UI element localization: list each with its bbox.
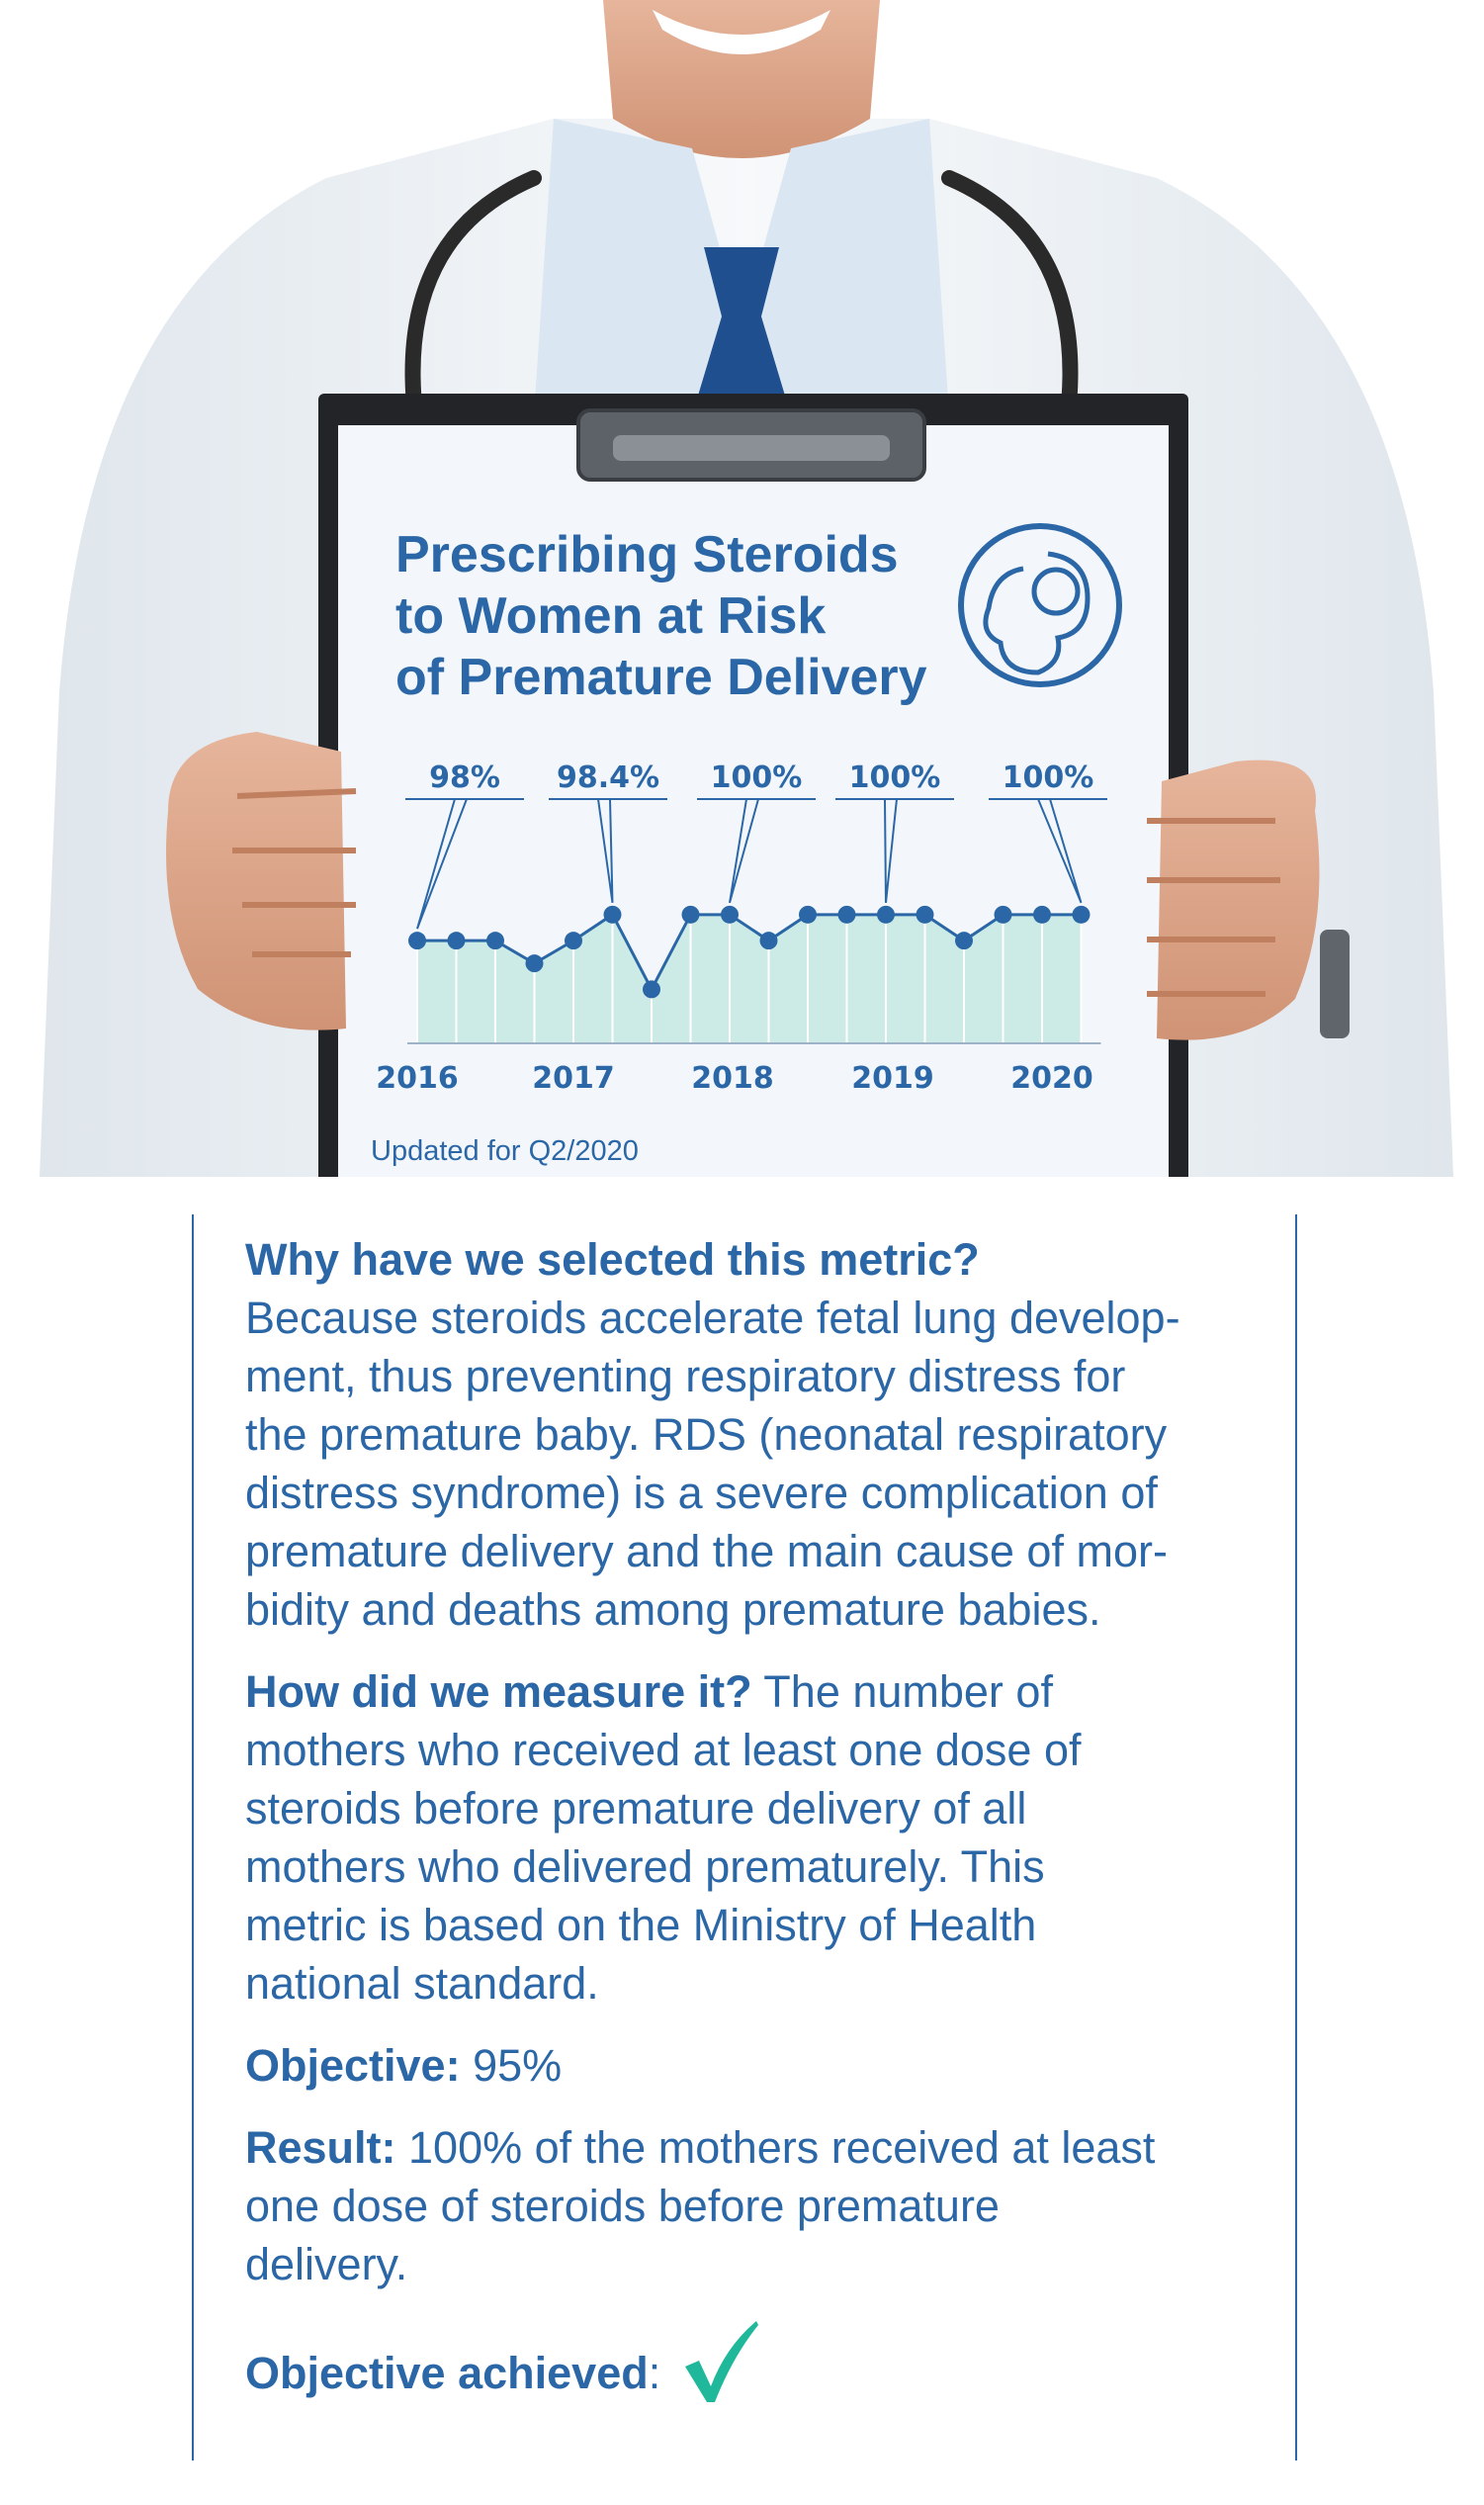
metric-text: Why have we selected this metric? Becaus… xyxy=(245,1230,1254,2430)
stethoscope xyxy=(404,170,1079,423)
x-tick-label: 2020 xyxy=(1010,1061,1093,1096)
callout-label: 98% xyxy=(429,760,500,795)
hero-illustration: 98% 98.4% 100% 100% 100% 2016 2017 2018 2019 2020 xyxy=(0,0,1484,1177)
achieved-colon: : xyxy=(648,2348,661,2398)
why-line: bidity and deaths among premature babies… xyxy=(245,1584,1101,1635)
callout-pointer xyxy=(1037,798,1083,904)
metric-panel: Why have we selected this metric? Becaus… xyxy=(192,1214,1297,2460)
chart-title-line: to Women at Risk xyxy=(395,587,827,645)
chart-point xyxy=(603,905,622,924)
chart-area xyxy=(417,914,1082,1043)
how-line: metric is based on the Ministry of Healt… xyxy=(245,1900,1037,1950)
chart-point xyxy=(565,932,582,950)
chart-point xyxy=(759,932,778,950)
checkmark-icon xyxy=(684,2321,758,2402)
how-line: mothers who delivered prematurely. This xyxy=(245,1841,1045,1892)
chart-point xyxy=(681,905,700,924)
why-label: Why have we selected this metric? xyxy=(245,1234,980,1285)
how-label: How did we measure it? xyxy=(245,1666,752,1717)
why-line: Because steroids accelerate fetal lung d… xyxy=(245,1293,1180,1343)
result-section: Result: 100% of the mothers received at … xyxy=(245,2118,1254,2293)
result-label: Result: xyxy=(245,2122,396,2173)
chart-point xyxy=(1033,905,1051,924)
objective-label: Objective: xyxy=(245,2040,461,2091)
callout-label: 100% xyxy=(711,760,803,795)
objective-value: 95% xyxy=(460,2040,563,2091)
why-line: ment, thus preventing respiratory distre… xyxy=(245,1351,1126,1401)
result-line: delivery. xyxy=(245,2239,408,2289)
chart-point xyxy=(525,954,544,973)
shirt xyxy=(534,119,949,415)
why-section: Why have we selected this metric? Becaus… xyxy=(245,1230,1254,1639)
why-line: premature delivery and the main cause of… xyxy=(245,1526,1168,1576)
how-line: national standard. xyxy=(245,1958,599,2009)
chart-point xyxy=(799,905,817,924)
how-line: mothers who received at least one dose o… xyxy=(245,1725,1082,1775)
callout-label: 98.4% xyxy=(557,760,659,795)
chart-point xyxy=(994,905,1012,924)
how-section: How did we measure it? The number of mot… xyxy=(245,1662,1254,2013)
chart-title-line: of Premature Delivery xyxy=(395,649,927,706)
chart-point xyxy=(877,905,895,924)
chart-point xyxy=(955,932,973,950)
why-line: distress syndrome) is a severe complicat… xyxy=(245,1468,1158,1518)
result-line: 100% of the mothers received at least xyxy=(395,2122,1156,2173)
callout-label: 100% xyxy=(1003,760,1094,795)
right-hand xyxy=(1157,760,1320,1040)
how-line: steroids before premature delivery of al… xyxy=(245,1783,1027,1834)
chart-point xyxy=(643,980,660,999)
callout-pointer xyxy=(729,798,759,904)
fetus-icon xyxy=(958,523,1122,687)
chart-point xyxy=(447,932,466,950)
callout-pointer xyxy=(597,798,614,903)
watch-icon xyxy=(1320,930,1350,1038)
why-line: the premature baby. RDS (neonatal respir… xyxy=(245,1409,1168,1460)
callout-pointer xyxy=(884,798,898,903)
chart-point xyxy=(721,905,739,924)
clipboard-paper xyxy=(338,425,1169,1177)
callout-label: 100% xyxy=(849,760,941,795)
tie xyxy=(692,247,791,415)
chart-title-line: Prescribing Steroids xyxy=(395,526,899,583)
callout-pointer xyxy=(416,798,468,930)
chart-point xyxy=(486,932,504,950)
achieved-section: Objective achieved: xyxy=(245,2317,1254,2406)
x-tick-label: 2017 xyxy=(532,1061,615,1096)
how-line: The number of xyxy=(751,1666,1053,1717)
chart-title: Prescribing Steroids to Women at Risk of… xyxy=(395,524,1008,708)
steroid-chart: 98% 98.4% 100% 100% 100% 2016 2017 2018 2019 2020 xyxy=(376,760,1107,1096)
objective-section: Objective: 95% xyxy=(245,2036,1254,2095)
achieved-label: Objective achieved xyxy=(245,2348,649,2398)
chart-point xyxy=(1072,905,1091,924)
chart-point xyxy=(408,932,426,950)
chart-point xyxy=(837,905,856,924)
chart-point xyxy=(916,905,934,924)
x-tick-label: 2018 xyxy=(691,1061,774,1096)
updated-note: Updated for Q2/2020 xyxy=(371,1135,639,1167)
x-tick-label: 2016 xyxy=(376,1061,459,1096)
doctor-face xyxy=(603,0,880,158)
result-line: one dose of steroids before premature xyxy=(245,2181,1000,2231)
x-tick-label: 2019 xyxy=(851,1061,934,1096)
